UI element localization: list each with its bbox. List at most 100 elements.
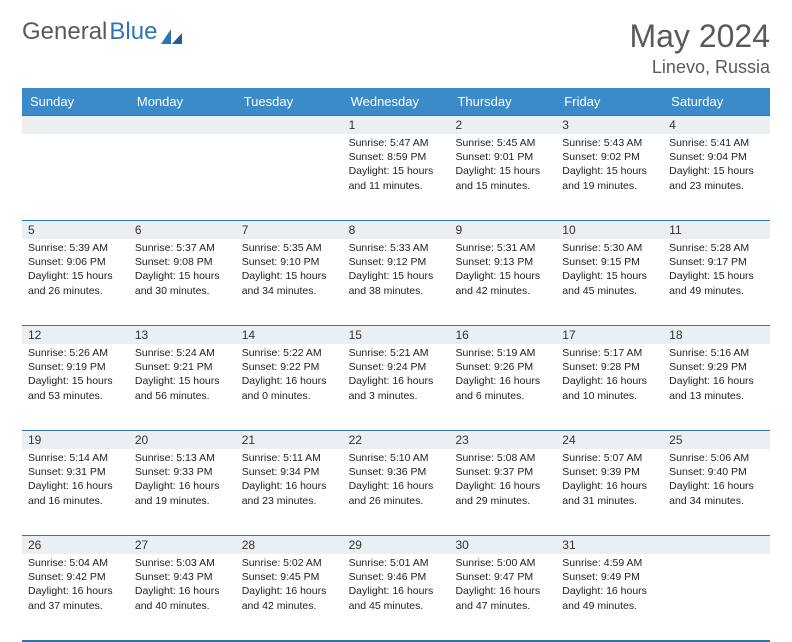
week-row: Sunrise: 5:26 AMSunset: 9:19 PMDaylight:…: [22, 344, 770, 430]
day-cell: Sunrise: 5:41 AMSunset: 9:04 PMDaylight:…: [663, 134, 770, 220]
sun-info: Sunrise: 5:47 AMSunset: 8:59 PMDaylight:…: [349, 136, 444, 193]
day-cell: Sunrise: 5:35 AMSunset: 9:10 PMDaylight:…: [236, 239, 343, 325]
day-cell: Sunrise: 5:07 AMSunset: 9:39 PMDaylight:…: [556, 449, 663, 535]
day-number: 4: [663, 116, 770, 134]
sun-info: Sunrise: 5:17 AMSunset: 9:28 PMDaylight:…: [562, 346, 657, 403]
sun-info: Sunrise: 5:08 AMSunset: 9:37 PMDaylight:…: [455, 451, 550, 508]
sun-info: Sunrise: 5:13 AMSunset: 9:33 PMDaylight:…: [135, 451, 230, 508]
weekday-label: Tuesday: [236, 88, 343, 115]
sun-info: Sunrise: 5:04 AMSunset: 9:42 PMDaylight:…: [28, 556, 123, 613]
day-number-row: 12131415161718: [22, 325, 770, 344]
sun-info: Sunrise: 5:37 AMSunset: 9:08 PMDaylight:…: [135, 241, 230, 298]
title-location: Linevo, Russia: [629, 57, 770, 78]
sun-info: Sunrise: 5:21 AMSunset: 9:24 PMDaylight:…: [349, 346, 444, 403]
day-cell: Sunrise: 5:37 AMSunset: 9:08 PMDaylight:…: [129, 239, 236, 325]
empty-cell: [129, 134, 236, 220]
week-row: Sunrise: 5:39 AMSunset: 9:06 PMDaylight:…: [22, 239, 770, 325]
day-cell: Sunrise: 5:28 AMSunset: 9:17 PMDaylight:…: [663, 239, 770, 325]
day-number: 29: [343, 536, 450, 554]
sun-info: Sunrise: 5:07 AMSunset: 9:39 PMDaylight:…: [562, 451, 657, 508]
sun-info: Sunrise: 4:59 AMSunset: 9:49 PMDaylight:…: [562, 556, 657, 613]
day-cell: Sunrise: 5:31 AMSunset: 9:13 PMDaylight:…: [449, 239, 556, 325]
day-number-row: 1234: [22, 115, 770, 134]
day-number: 3: [556, 116, 663, 134]
day-cell: Sunrise: 5:24 AMSunset: 9:21 PMDaylight:…: [129, 344, 236, 430]
day-number: 10: [556, 221, 663, 239]
sun-info: Sunrise: 5:45 AMSunset: 9:01 PMDaylight:…: [455, 136, 550, 193]
day-number: [663, 536, 770, 554]
day-number: 18: [663, 326, 770, 344]
day-number: 15: [343, 326, 450, 344]
day-number: 17: [556, 326, 663, 344]
brand-part2: Blue: [109, 18, 157, 46]
sun-info: Sunrise: 5:00 AMSunset: 9:47 PMDaylight:…: [455, 556, 550, 613]
day-cell: Sunrise: 5:13 AMSunset: 9:33 PMDaylight:…: [129, 449, 236, 535]
day-cell: Sunrise: 5:01 AMSunset: 9:46 PMDaylight:…: [343, 554, 450, 640]
sun-info: Sunrise: 5:14 AMSunset: 9:31 PMDaylight:…: [28, 451, 123, 508]
sun-info: Sunrise: 5:06 AMSunset: 9:40 PMDaylight:…: [669, 451, 764, 508]
day-number: 16: [449, 326, 556, 344]
day-cell: Sunrise: 5:10 AMSunset: 9:36 PMDaylight:…: [343, 449, 450, 535]
day-number: 28: [236, 536, 343, 554]
day-number: 19: [22, 431, 129, 449]
day-number: 13: [129, 326, 236, 344]
day-cell: Sunrise: 5:17 AMSunset: 9:28 PMDaylight:…: [556, 344, 663, 430]
day-number: 26: [22, 536, 129, 554]
day-number: 25: [663, 431, 770, 449]
day-cell: Sunrise: 5:14 AMSunset: 9:31 PMDaylight:…: [22, 449, 129, 535]
calendar-page: GeneralBlue May 2024 Linevo, Russia Sund…: [0, 0, 792, 612]
empty-cell: [22, 134, 129, 220]
day-number: [236, 116, 343, 134]
day-number: [129, 116, 236, 134]
day-number: 9: [449, 221, 556, 239]
title-block: May 2024 Linevo, Russia: [629, 18, 770, 78]
brand-logo: GeneralBlue: [22, 18, 183, 46]
weekday-header: SundayMondayTuesdayWednesdayThursdayFrid…: [22, 88, 770, 115]
sun-info: Sunrise: 5:02 AMSunset: 9:45 PMDaylight:…: [242, 556, 337, 613]
day-number: [22, 116, 129, 134]
day-number: 27: [129, 536, 236, 554]
day-number: 31: [556, 536, 663, 554]
day-cell: Sunrise: 5:19 AMSunset: 9:26 PMDaylight:…: [449, 344, 556, 430]
day-cell: Sunrise: 5:04 AMSunset: 9:42 PMDaylight:…: [22, 554, 129, 640]
day-number-row: 567891011: [22, 220, 770, 239]
sun-info: Sunrise: 5:39 AMSunset: 9:06 PMDaylight:…: [28, 241, 123, 298]
day-number: 2: [449, 116, 556, 134]
day-cell: Sunrise: 5:21 AMSunset: 9:24 PMDaylight:…: [343, 344, 450, 430]
day-number: 21: [236, 431, 343, 449]
day-number: 11: [663, 221, 770, 239]
day-number: 30: [449, 536, 556, 554]
day-cell: Sunrise: 5:08 AMSunset: 9:37 PMDaylight:…: [449, 449, 556, 535]
day-cell: Sunrise: 5:45 AMSunset: 9:01 PMDaylight:…: [449, 134, 556, 220]
empty-cell: [236, 134, 343, 220]
day-cell: Sunrise: 5:26 AMSunset: 9:19 PMDaylight:…: [22, 344, 129, 430]
week-row: Sunrise: 5:04 AMSunset: 9:42 PMDaylight:…: [22, 554, 770, 641]
day-number: 7: [236, 221, 343, 239]
empty-cell: [663, 554, 770, 640]
weekday-label: Thursday: [449, 88, 556, 115]
calendar: SundayMondayTuesdayWednesdayThursdayFrid…: [22, 88, 770, 642]
sun-info: Sunrise: 5:01 AMSunset: 9:46 PMDaylight:…: [349, 556, 444, 613]
day-cell: Sunrise: 5:11 AMSunset: 9:34 PMDaylight:…: [236, 449, 343, 535]
day-number: 8: [343, 221, 450, 239]
sun-info: Sunrise: 5:41 AMSunset: 9:04 PMDaylight:…: [669, 136, 764, 193]
weekday-label: Friday: [556, 88, 663, 115]
day-cell: Sunrise: 5:43 AMSunset: 9:02 PMDaylight:…: [556, 134, 663, 220]
title-month: May 2024: [629, 18, 770, 55]
weekday-label: Saturday: [663, 88, 770, 115]
sun-info: Sunrise: 5:11 AMSunset: 9:34 PMDaylight:…: [242, 451, 337, 508]
sun-info: Sunrise: 5:35 AMSunset: 9:10 PMDaylight:…: [242, 241, 337, 298]
day-number: 20: [129, 431, 236, 449]
day-number: 23: [449, 431, 556, 449]
day-cell: Sunrise: 5:03 AMSunset: 9:43 PMDaylight:…: [129, 554, 236, 640]
sun-info: Sunrise: 5:19 AMSunset: 9:26 PMDaylight:…: [455, 346, 550, 403]
day-cell: Sunrise: 5:33 AMSunset: 9:12 PMDaylight:…: [343, 239, 450, 325]
sun-info: Sunrise: 5:10 AMSunset: 9:36 PMDaylight:…: [349, 451, 444, 508]
sun-info: Sunrise: 5:24 AMSunset: 9:21 PMDaylight:…: [135, 346, 230, 403]
page-header: GeneralBlue May 2024 Linevo, Russia: [22, 18, 770, 78]
day-number: 12: [22, 326, 129, 344]
day-cell: Sunrise: 5:47 AMSunset: 8:59 PMDaylight:…: [343, 134, 450, 220]
day-cell: Sunrise: 5:30 AMSunset: 9:15 PMDaylight:…: [556, 239, 663, 325]
day-number: 24: [556, 431, 663, 449]
sun-info: Sunrise: 5:26 AMSunset: 9:19 PMDaylight:…: [28, 346, 123, 403]
